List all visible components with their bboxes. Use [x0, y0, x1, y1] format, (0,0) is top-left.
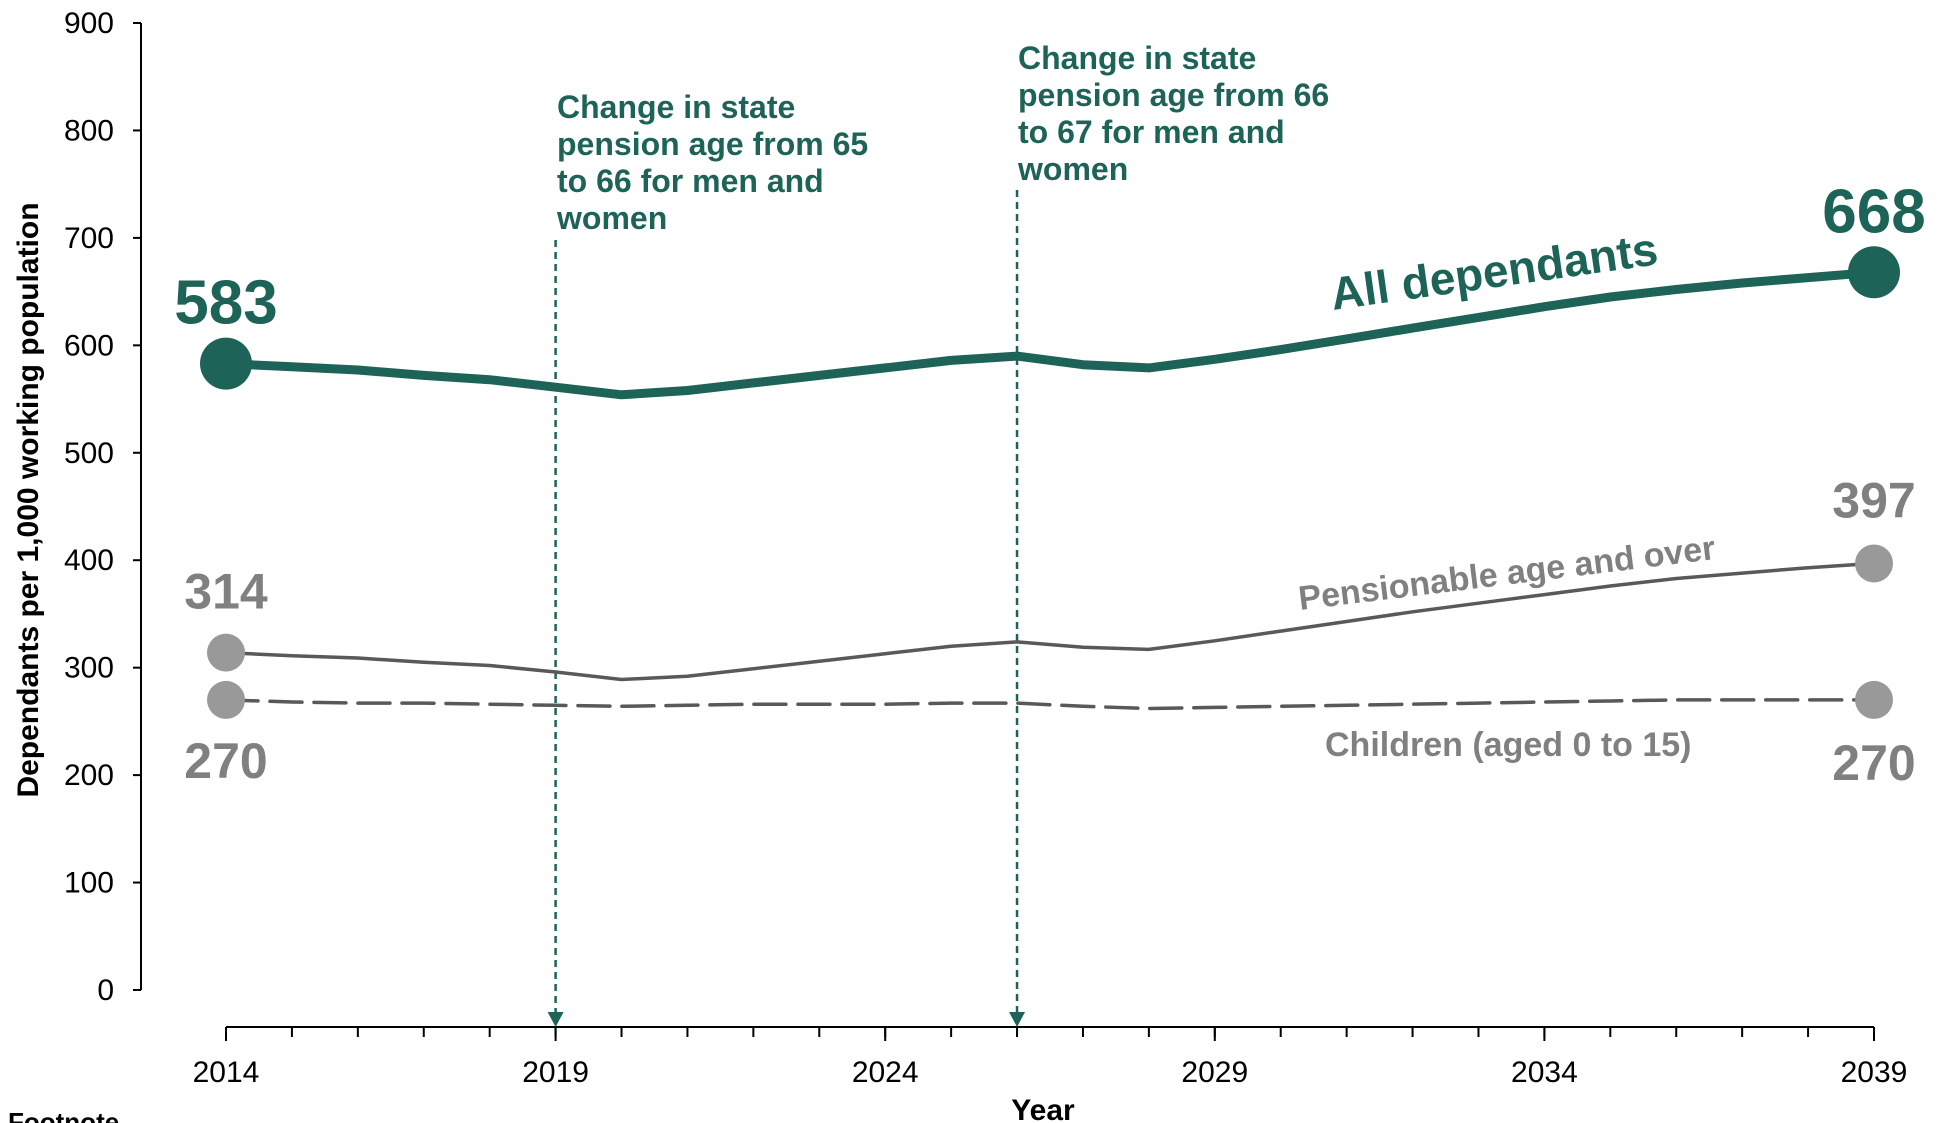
series-3-end-marker	[1855, 680, 1893, 719]
y-tick-label-300: 300	[64, 652, 114, 685]
chart-axes: 0 100 200 300 400 500 600 700 800 900 2014 2019 2024…	[12, 7, 1907, 1123]
annotation-2-line-2: pension age from 66	[1018, 77, 1329, 113]
x-tick-label-2014: 2014	[193, 1056, 260, 1089]
y-tick-label-900: 900	[64, 7, 114, 40]
x-tick-label-2024: 2024	[852, 1056, 919, 1089]
series-line-1	[221, 267, 1879, 400]
annotation-1-line-1: Change in state	[557, 89, 795, 125]
series-2-end-marker	[1855, 544, 1893, 583]
x-tick-label-2039: 2039	[1841, 1056, 1908, 1089]
y-tick-label-600: 600	[64, 329, 114, 362]
y-tick-label-100: 100	[64, 867, 114, 900]
y-axis-title: Dependants per 1,000 working population	[12, 202, 45, 797]
series-2-name-label: Pensionable age and over	[1296, 529, 1717, 618]
series-3-end-label: 270	[1832, 735, 1915, 791]
series-3-name-label: Children (aged 0 to 15)	[1325, 726, 1692, 764]
y-tick-label-500: 500	[64, 437, 114, 470]
series-1-name-label: All dependants	[1327, 223, 1661, 320]
footnote: Footnote	[8, 1107, 119, 1123]
annotation-1-line-4: women	[556, 200, 667, 236]
x-axis-title: Year	[1011, 1094, 1075, 1123]
series-3-start-marker	[207, 680, 245, 719]
y-tick-label-800: 800	[64, 114, 114, 147]
series-3-start-label: 270	[184, 733, 267, 789]
series-group	[221, 267, 1879, 711]
series-line-3	[224, 698, 1876, 711]
series-line-2	[224, 561, 1876, 682]
series-2-start-marker	[207, 633, 245, 672]
y-tick-label-200: 200	[64, 759, 114, 792]
series-1-start-label: 583	[174, 269, 277, 338]
series-1-start-marker	[200, 337, 252, 390]
annotation-arrow-1	[547, 1012, 564, 1027]
annotation-2-line-4: women	[1017, 151, 1128, 187]
annotation-2-line-3: to 67 for men and	[1018, 114, 1285, 150]
series-2-start-label: 314	[184, 564, 268, 620]
series-2-end-label: 397	[1832, 472, 1915, 528]
annotation-1-line-3: to 66 for men and	[557, 163, 824, 199]
series-1-end-marker	[1848, 246, 1900, 299]
y-tick-label-400: 400	[64, 544, 114, 577]
annotation-arrow-2	[1009, 1012, 1026, 1027]
x-tick-label-2034: 2034	[1511, 1056, 1578, 1089]
y-tick-label-700: 700	[64, 222, 114, 255]
y-tick-label-0: 0	[97, 974, 114, 1007]
x-tick-label-2019: 2019	[522, 1056, 589, 1089]
annotation-1-line-2: pension age from 65	[557, 126, 868, 162]
x-tick-label-2029: 2029	[1181, 1056, 1248, 1089]
series-1-end-label: 668	[1822, 177, 1925, 246]
annotation-2-line-1: Change in state	[1018, 40, 1256, 76]
